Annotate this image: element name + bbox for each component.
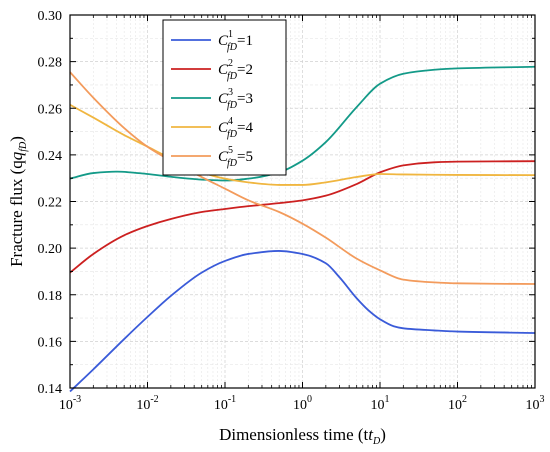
y-tick-label: 0.14 [38, 382, 63, 397]
y-tick-label: 0.20 [38, 242, 63, 257]
legend-label-4: C4 fD=4 [218, 116, 253, 140]
y-tick-label: 0.24 [38, 149, 63, 164]
legend-label-3: C3 fD=3 [218, 87, 253, 111]
x-tick-label: 10-2 [136, 394, 158, 413]
x-tick-label: 100 [293, 394, 312, 413]
y-tick-label: 0.28 [38, 56, 63, 71]
legend: C1 fD=1 C2 fD=2 C3 fD=3 C4 fD=4 C5 fD=5 [162, 19, 287, 176]
y-tick-label: 0.16 [38, 335, 63, 350]
axis-ticks [69, 14, 536, 389]
x-tick-label: 10-3 [59, 394, 81, 413]
y-tick-label: 0.26 [38, 102, 63, 117]
series-line-2 [69, 160, 536, 274]
legend-label-1: C1 fD=1 [218, 29, 253, 53]
x-tick-labels: 10-3 10-2 10-1 100 101 102 103 [59, 394, 545, 413]
x-tick-label: 10-1 [214, 394, 236, 413]
x-tick-label: 101 [371, 394, 390, 413]
series-line-5 [69, 71, 536, 285]
y-tick-label: 0.30 [38, 9, 63, 24]
x-tick-label: 102 [448, 394, 467, 413]
series-lines [69, 65, 536, 393]
y-tick-label: 0.22 [38, 196, 63, 211]
legend-label-5: C5 fD=5 [218, 145, 253, 169]
series-line-1 [69, 250, 536, 393]
x-axis-label: Dimensionless time (ttD) [219, 425, 386, 447]
y-tick-label: 0.18 [38, 289, 63, 304]
legend-label-2: C2 fD=2 [218, 58, 253, 82]
grid [70, 15, 535, 388]
series-line-4 [69, 103, 536, 186]
x-tick-label: 103 [526, 394, 545, 413]
y-axis-label: Fracture flux (qqfD) [7, 136, 29, 267]
y-tick-labels: 0.14 0.16 0.18 0.20 0.22 0.24 0.26 0.28 0.30 [38, 9, 63, 397]
